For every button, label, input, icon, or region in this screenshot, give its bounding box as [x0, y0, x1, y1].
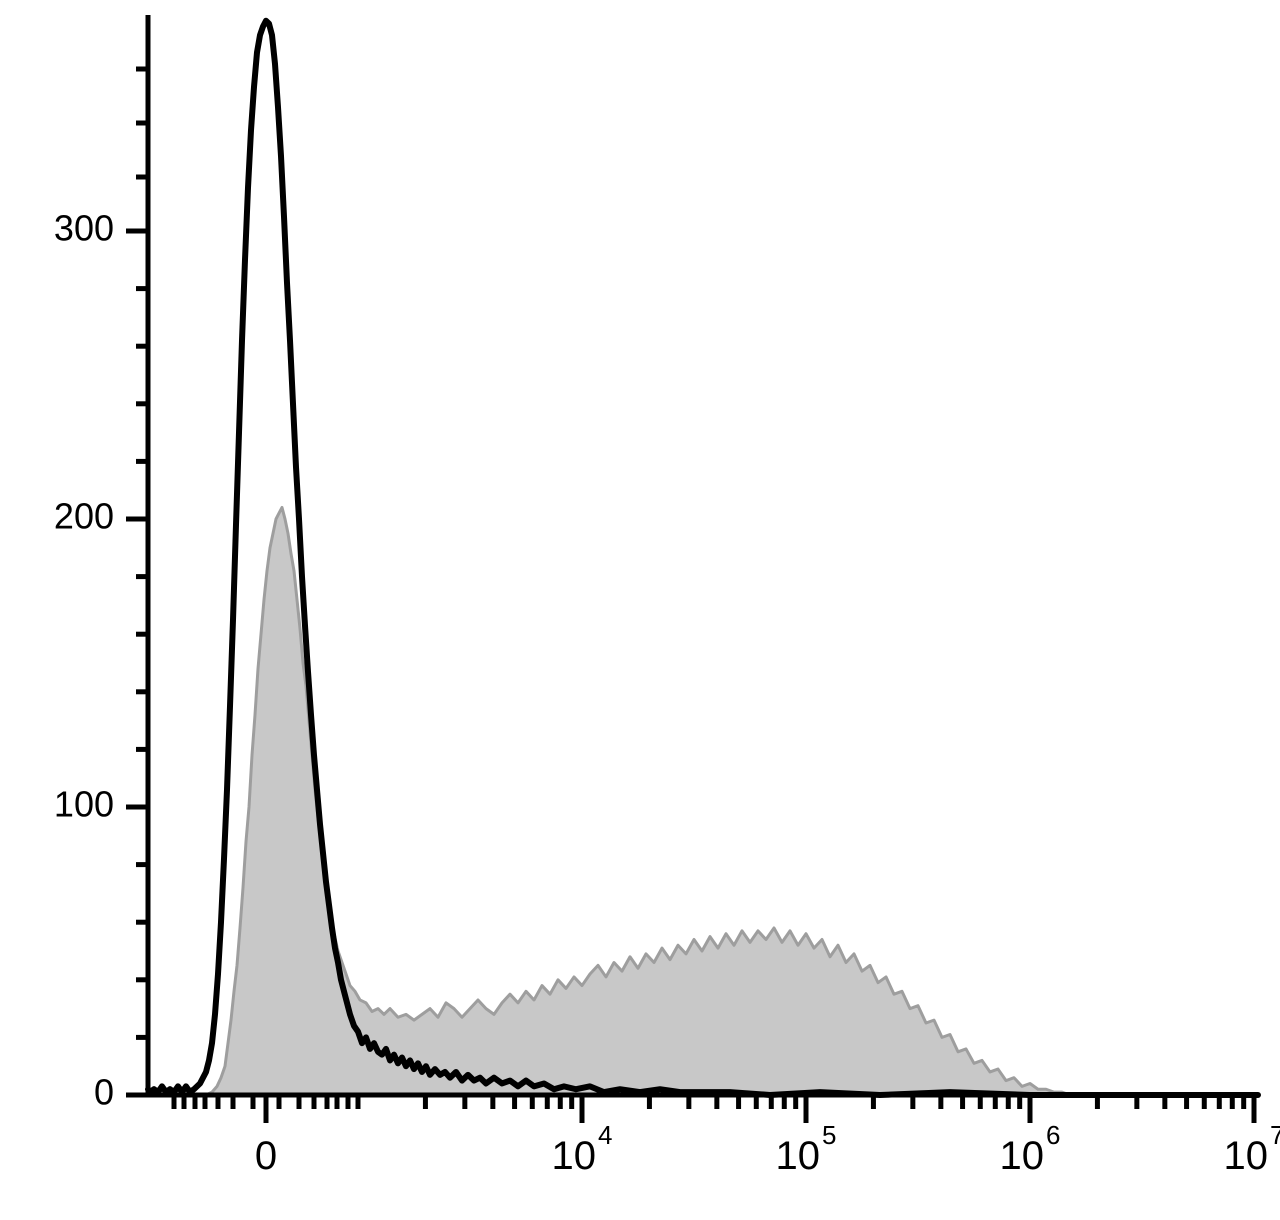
x-zero-label: 0	[255, 1134, 277, 1178]
y-tick-label: 0	[94, 1072, 114, 1113]
y-tick-label: 100	[54, 784, 114, 825]
x-log-label: 105	[776, 1120, 837, 1178]
x-log-label: 107	[1224, 1120, 1280, 1178]
y-tick-label: 200	[54, 496, 114, 537]
histogram-filled	[148, 507, 1258, 1095]
flow-cytometry-histogram: 0 100 200 300 0 104 105 106 107	[0, 0, 1280, 1220]
x-log-label: 104	[552, 1120, 613, 1178]
y-tick-label: 300	[54, 208, 114, 249]
x-log-label: 106	[1000, 1120, 1061, 1178]
